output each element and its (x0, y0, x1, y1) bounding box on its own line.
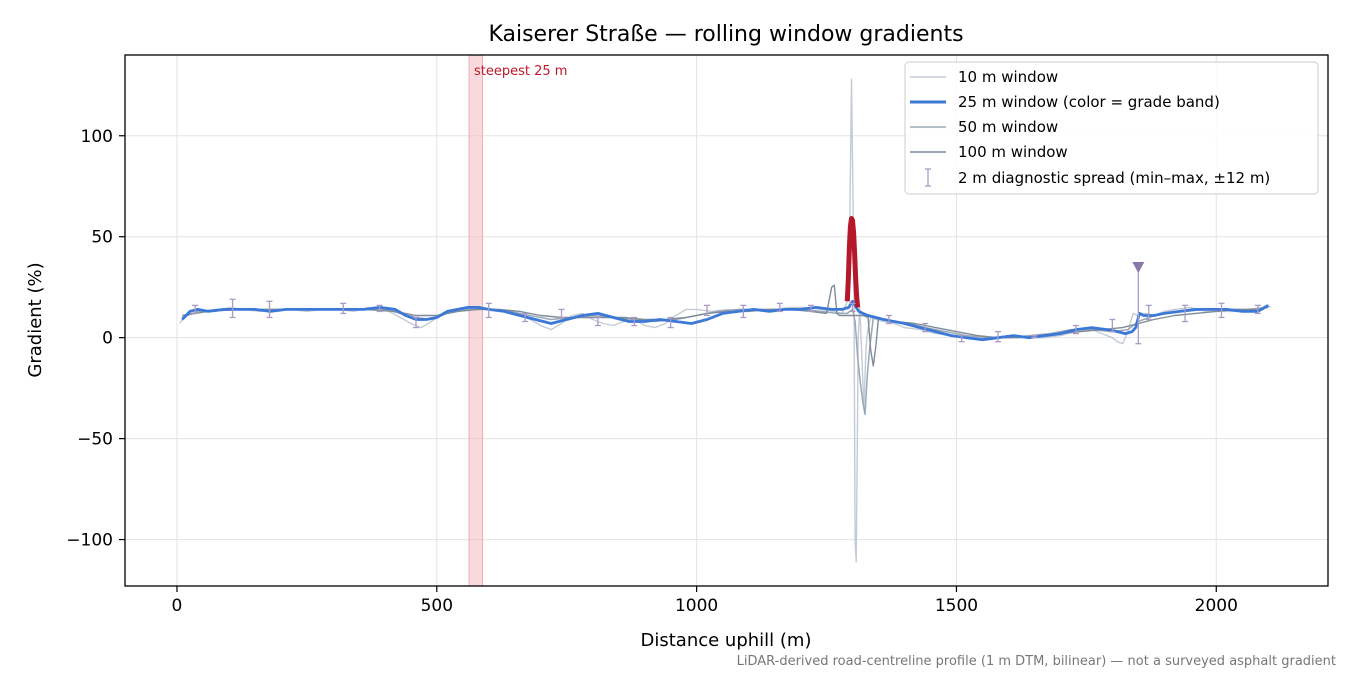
diagnostic-errorbar (1072, 324, 1079, 335)
series-line-w10 (179, 78, 1272, 563)
y-tick-label: −50 (77, 430, 113, 450)
y-tick-label: 0 (102, 329, 113, 349)
diagnostic-errorbar (922, 322, 929, 333)
footnote: LiDAR-derived road-centreline profile (1… (737, 654, 1336, 669)
diagnostic-errorbar (885, 314, 892, 325)
diagnostic-errorbar (631, 316, 638, 327)
extra-spread-marker (1132, 261, 1145, 273)
diagnostic-errorbar (558, 308, 565, 319)
legend-label-10m: 10 m window (958, 68, 1058, 86)
chart-title: Kaiserer Straße — rolling window gradien… (488, 22, 963, 47)
x-tick-label: 1000 (675, 596, 718, 616)
legend: 10 m window 25 m window (color = grade b… (904, 61, 1319, 195)
diagnostic-errorbar (807, 304, 814, 313)
legend-box (904, 61, 1319, 195)
x-tick-label: 0 (172, 596, 183, 616)
series-line-w25-steep (844, 216, 861, 308)
y-tick-label: −100 (66, 531, 113, 551)
diagnostic-errorbar (995, 330, 1002, 343)
diagnostic-errorbar (849, 302, 856, 313)
x-tick-label: 2000 (1195, 596, 1238, 616)
legend-label-diagnostic: 2 m diagnostic spread (min–max, ±12 m) (958, 169, 1270, 187)
steepest-25m-label: steepest 25 m (474, 64, 567, 79)
diagnostic-errorbar (340, 302, 347, 315)
diagnostic-errorbar (1254, 304, 1261, 315)
diagnostic-errorbar (229, 298, 236, 319)
diagnostic-errorbar (776, 302, 783, 313)
diagnostic-errorbar (1218, 302, 1225, 319)
y-axis-title: Gradient (%) (25, 262, 46, 377)
plot-frame (124, 54, 1329, 587)
x-tick-label: 1500 (935, 596, 978, 616)
diagnostic-errorbar (485, 302, 492, 319)
diagnostic-errorbar (704, 304, 711, 317)
series-group (179, 78, 1272, 563)
series-line-w100 (182, 284, 1269, 367)
steepest-25m-band (468, 54, 483, 587)
diagnostic-errorbar (413, 316, 420, 329)
diagnostic-errorbar (1145, 304, 1152, 321)
diagnostic-errorbar (740, 304, 747, 319)
diagnostic-errorbar (266, 300, 273, 319)
diagnostic-errorbar (1031, 334, 1038, 339)
x-tick-label: 500 (421, 596, 453, 616)
diagnostic-errorbar (1109, 318, 1116, 333)
axis-ticks: 0 500 1000 1500 2000 −100 −50 0 50 100 (66, 127, 1238, 616)
y-tick-label: 50 (91, 228, 113, 248)
diagnostic-errorbar (192, 304, 199, 315)
y-tick-label: 100 (81, 127, 113, 147)
legend-swatch-diagnostic (925, 168, 931, 187)
legend-label-25m: 25 m window (color = grade band) (958, 93, 1220, 111)
x-axis-title: Distance uphill (m) (641, 630, 812, 651)
diagnostic-errorbar (594, 316, 601, 327)
diagnostic-errorbar (522, 312, 529, 323)
legend-label-50m: 50 m window (958, 118, 1058, 136)
diagnostic-errorbar (958, 334, 965, 343)
legend-label-100m: 100 m window (958, 143, 1068, 161)
diagnostic-errorbar (667, 316, 674, 329)
plot-area: steepest 25 m (125, 54, 1328, 587)
diagnostic-errorbar (1182, 304, 1189, 323)
diagnostic-errorbar (376, 304, 383, 313)
